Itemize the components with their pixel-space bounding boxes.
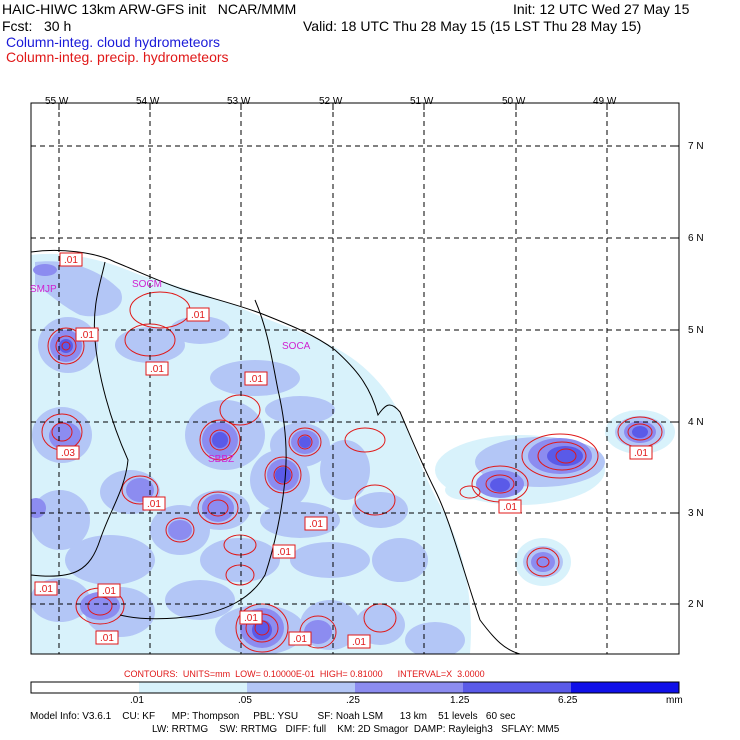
lat-label: 3 N <box>688 508 704 519</box>
model-info-line2: LW: RRTMG SW: RRTMG DIFF: full KM: 2D Sm… <box>152 724 560 735</box>
station-label-smjp: SMJP <box>30 284 57 295</box>
contour-label: .01 <box>64 255 78 266</box>
colorbar-tick: .01 <box>130 695 144 706</box>
plot-frame <box>30 102 680 655</box>
contour-info: CONTOURS: UNITS=mm LOW= 0.10000E-01 HIGH… <box>124 669 485 679</box>
lat-label: 2 N <box>688 599 704 610</box>
lon-label: 53 W <box>227 96 251 107</box>
precip-contours <box>41 291 663 653</box>
contour-label: .01 <box>191 310 205 321</box>
legend-precip: Column-integ. precip. hydrometeors <box>6 49 229 65</box>
colorbar-units: mm <box>666 695 683 706</box>
header-valid-time: Valid: 18 UTC Thu 28 May 15 (15 LST Thu … <box>303 18 642 34</box>
contour-label: .01 <box>39 584 53 595</box>
contour-label: .01 <box>634 448 648 459</box>
lon-label: 50 W <box>502 96 526 107</box>
station-label-soca: SOCA <box>282 341 311 352</box>
lon-label: 51 W <box>410 96 434 107</box>
contour-label: .01 <box>309 519 323 530</box>
lat-label: 4 N <box>688 417 704 428</box>
lon-label: 54 W <box>136 96 160 107</box>
lat-label: 5 N <box>688 325 704 336</box>
coastline <box>31 250 521 654</box>
colorbar-tick: .05 <box>238 695 252 706</box>
contour-label: .01 <box>80 330 94 341</box>
colorbar <box>30 681 680 694</box>
lon-label: 49 W <box>593 96 617 107</box>
header-forecast-hour: Fcst: 30 h <box>2 18 72 34</box>
colorbar-tick: 6.25 <box>558 695 578 706</box>
contour-label-boxes <box>34 252 653 649</box>
contour-label: .03 <box>61 448 75 459</box>
contour-label: .01 <box>102 586 116 597</box>
lon-label: 55 W <box>45 96 69 107</box>
grid-lines <box>31 103 679 654</box>
contour-label: .01 <box>150 364 164 375</box>
contour-label: .01 <box>277 547 291 558</box>
cloud-fill-layer <box>31 253 675 654</box>
lat-label: 6 N <box>688 233 704 244</box>
lon-label: 52 W <box>319 96 343 107</box>
colorbar-tick: .25 <box>346 695 360 706</box>
station-label-socm: SOCM <box>132 279 162 290</box>
model-info-line1: Model Info: V3.6.1 CU: KF MP: Thompson P… <box>30 711 516 722</box>
tick-marks <box>58 103 679 605</box>
contour-label: .01 <box>244 613 258 624</box>
contour-label: .01 <box>249 374 263 385</box>
contour-label-texts: .01 .01 .01 .01 .01 .03 .01 .01 .01 .01 … <box>39 255 648 648</box>
header-title: HAIC-HIWC 13km ARW-GFS init NCAR/MMM <box>2 1 297 17</box>
header-init: Init: 12 UTC Wed 27 May 15 <box>513 1 690 17</box>
station-label-sbbz: SBBZ <box>208 454 234 465</box>
lat-label: 7 N <box>688 141 704 152</box>
contour-label: .01 <box>147 499 161 510</box>
contour-label: .01 <box>293 634 307 645</box>
contour-label: .01 <box>352 637 366 648</box>
colorbar-tick: 1.25 <box>450 695 470 706</box>
legend-cloud: Column-integ. cloud hydrometeors <box>6 34 220 50</box>
station-labels: SMJP SOCM SOCA SBBZ <box>30 279 311 465</box>
contour-label: .01 <box>503 502 517 513</box>
contour-label: .01 <box>100 633 114 644</box>
